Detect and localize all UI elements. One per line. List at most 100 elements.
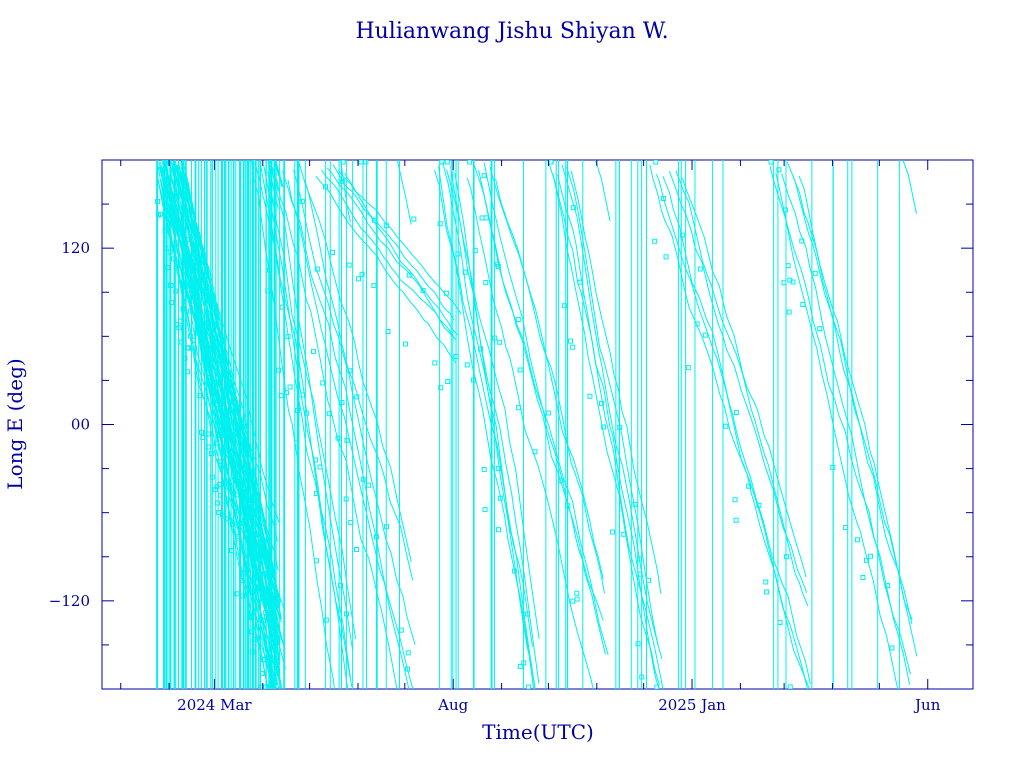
series-point-marker (185, 345, 191, 351)
series-point-marker (481, 173, 487, 179)
series-point-marker (247, 497, 253, 503)
series-point-marker (267, 267, 273, 273)
y-tick-label: 120 (61, 239, 90, 257)
series-point-marker (155, 198, 161, 204)
series-point-marker (405, 666, 411, 672)
series-point-marker (863, 557, 869, 563)
series-point-marker (194, 259, 200, 265)
series-point-marker (843, 524, 849, 530)
series-point-marker (263, 684, 269, 689)
series-point-marker (200, 435, 206, 441)
series-trace (902, 160, 917, 214)
series-point-marker (241, 520, 247, 526)
series-point-marker (439, 160, 445, 165)
series-point-marker (241, 488, 247, 494)
series-point-marker (511, 568, 517, 574)
series-point-marker (525, 684, 531, 689)
series-point-marker (746, 483, 752, 489)
series-trace (798, 175, 918, 657)
series-point-marker (697, 266, 703, 272)
series-point-marker (234, 591, 240, 597)
series-point-marker (478, 346, 484, 352)
series-point-marker (265, 288, 271, 294)
series-point-marker (299, 198, 305, 204)
series-point-marker (210, 346, 216, 352)
series-point-marker (205, 357, 211, 363)
series-point-marker (479, 215, 485, 221)
series-point-marker (455, 251, 461, 257)
series-point-marker (235, 533, 241, 539)
y-tick-label: −120 (49, 592, 90, 610)
series-point-marker (346, 262, 352, 268)
series-point-marker (260, 618, 266, 624)
series-point-marker (182, 355, 188, 361)
series-point-marker (786, 309, 792, 315)
series-point-marker (271, 595, 277, 601)
series-trace (259, 160, 353, 687)
series-point-marker (733, 410, 739, 416)
series-point-marker (214, 484, 220, 490)
series-point-marker (358, 160, 364, 165)
series-point-marker (183, 263, 189, 269)
series-point-marker (567, 338, 573, 344)
series-point-marker (314, 266, 320, 272)
series-point-marker (185, 369, 191, 375)
series-point-marker (432, 360, 438, 366)
series-point-marker (216, 432, 222, 438)
series-point-marker (517, 663, 523, 669)
series-point-marker (889, 645, 895, 651)
series-point-marker (570, 344, 576, 350)
series-point-marker (155, 212, 161, 218)
series-point-marker (260, 657, 266, 663)
series-trace (547, 161, 660, 685)
series-point-marker (313, 457, 319, 463)
series-point-marker (200, 287, 206, 293)
series-trace (281, 170, 410, 689)
series-point-marker (255, 575, 261, 581)
series-point-marker (176, 325, 182, 331)
series-point-marker (323, 184, 329, 190)
series-point-marker (173, 288, 179, 294)
series-trace (552, 174, 664, 689)
series-point-marker (494, 261, 500, 267)
series-point-marker (208, 451, 214, 457)
series-point-marker (304, 410, 310, 416)
series-point-marker (637, 556, 643, 562)
series-point-marker (515, 405, 521, 411)
x-axis-label: Time(UTC) (482, 720, 594, 744)
series-point-marker (227, 408, 233, 414)
series-point-marker (273, 658, 279, 664)
series-trace (570, 170, 662, 595)
series-point-marker (313, 491, 319, 497)
series-point-marker (190, 277, 196, 283)
series-point-marker (276, 367, 282, 373)
series-point-marker (272, 679, 278, 685)
series-point-marker (784, 554, 790, 560)
series-point-marker (601, 424, 607, 430)
series-point-marker (240, 593, 246, 599)
series-point-marker (232, 431, 238, 437)
y-axis-ticks: −120 00 120 (49, 203, 973, 646)
series-point-marker (244, 530, 250, 536)
series-point-marker (732, 497, 738, 503)
series-point-marker (763, 579, 769, 585)
series-point-marker (278, 393, 284, 399)
series-point-marker (702, 332, 708, 338)
series-point-marker (776, 167, 782, 173)
series-trace (251, 172, 336, 689)
series-point-marker (269, 621, 275, 627)
series-point-marker (482, 507, 488, 513)
series-point-marker (230, 521, 236, 527)
series-point-marker (263, 610, 269, 616)
series-point-marker (654, 684, 660, 689)
series-point-marker (782, 207, 788, 213)
series-point-marker (723, 423, 729, 429)
series-point-marker (637, 571, 643, 577)
series-point-marker (320, 380, 326, 386)
series-point-marker (679, 232, 685, 238)
series-point-marker (224, 516, 230, 522)
series-point-marker (313, 558, 319, 564)
series-trace (293, 169, 414, 581)
series-point-marker (195, 306, 201, 312)
series-point-marker (181, 211, 187, 217)
